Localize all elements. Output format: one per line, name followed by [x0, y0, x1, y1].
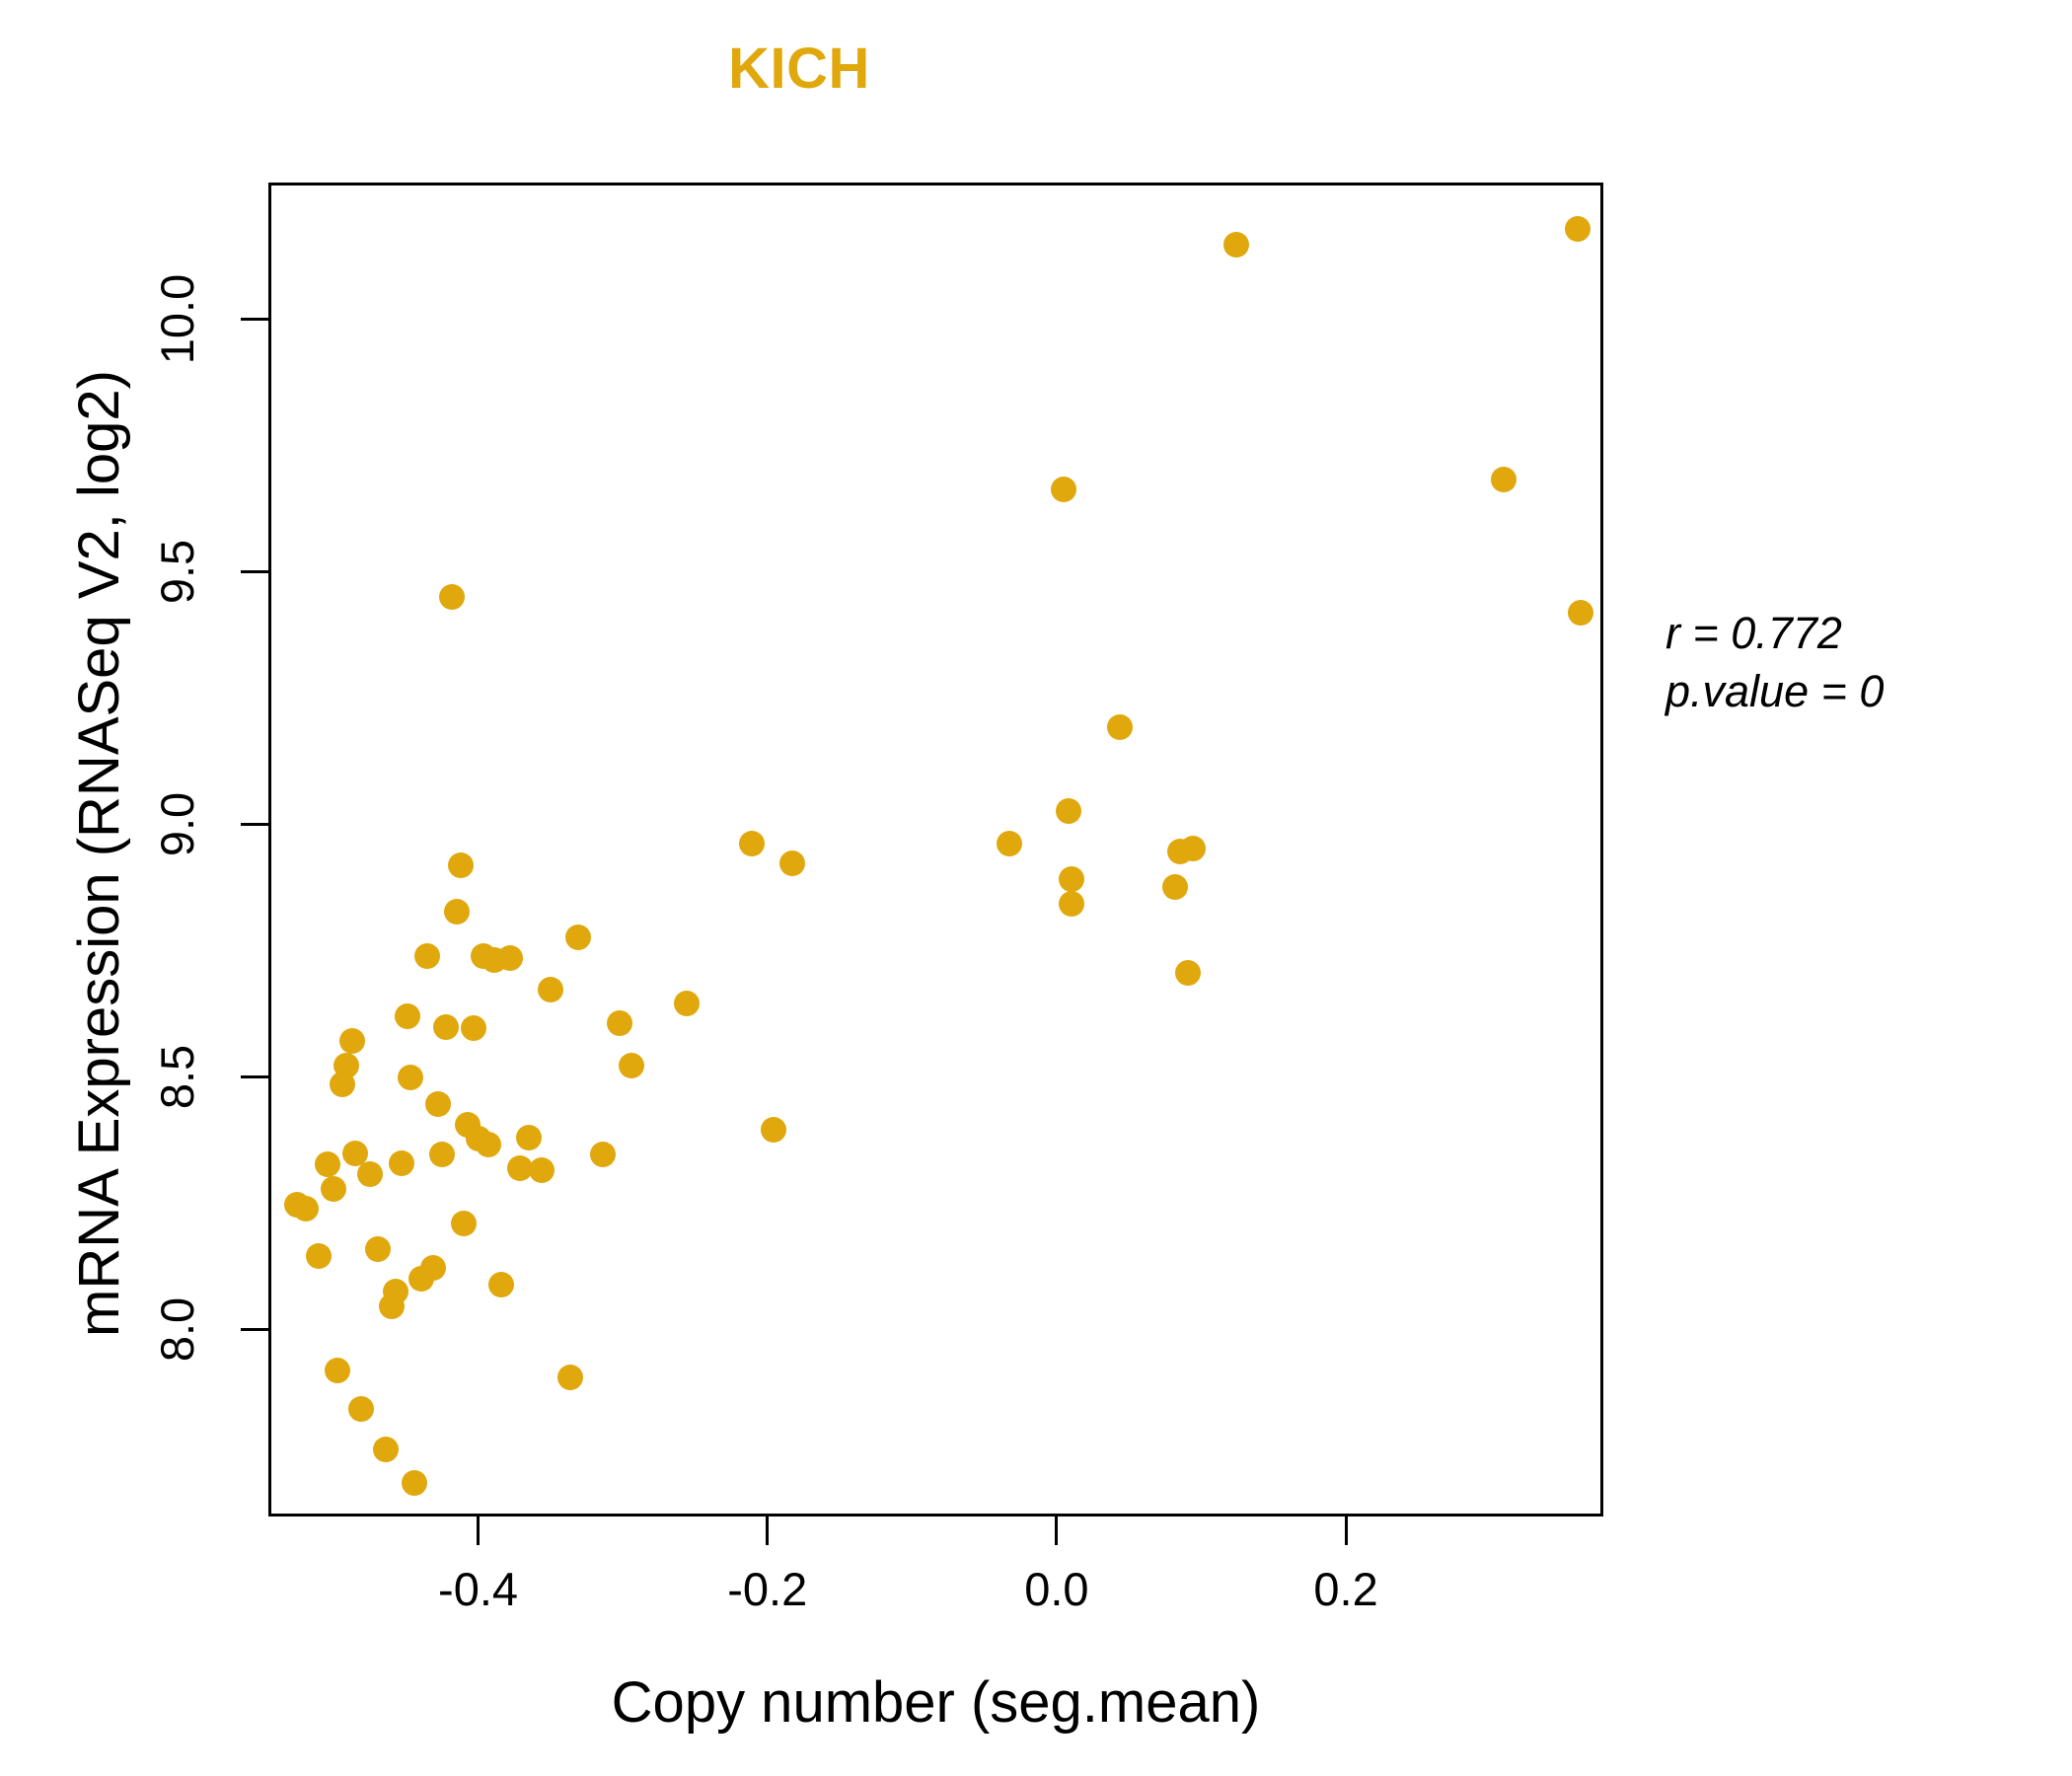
x-axis-tick-label: -0.4 [438, 1563, 519, 1615]
y-axis-tick-label-text: 8.5 [151, 1044, 204, 1110]
scatter-point [1222, 232, 1249, 259]
scatter-point [414, 942, 441, 969]
plot-area [268, 183, 1603, 1517]
scatter-points-layer [271, 185, 1600, 1514]
y-axis-title-container: mRNA Expression (RNASeq V2, log2) [64, 163, 133, 1544]
scatter-point [1058, 865, 1084, 892]
scatter-point [1058, 891, 1084, 918]
correlation-label: r = 0.772 [1665, 608, 1842, 658]
scatter-point [420, 1254, 447, 1281]
scatter-point [433, 1013, 460, 1040]
x-axis-tick-label: 0.2 [1313, 1563, 1378, 1615]
scatter-point [619, 1053, 644, 1079]
scatter-point [1567, 599, 1593, 626]
scatter-point [1107, 713, 1134, 740]
x-axis-title: Copy number (seg.mean) [611, 1670, 1261, 1735]
scatter-point [564, 925, 591, 951]
y-axis-tick-label-text: 8.0 [151, 1296, 204, 1363]
page-title: KICH [728, 37, 870, 101]
scatter-point [1490, 467, 1517, 493]
scatter-point [738, 830, 765, 856]
x-axis-tick-label: 0.0 [1024, 1563, 1089, 1615]
scatter-point [448, 851, 475, 878]
y-axis-title: mRNA Expression (RNASeq V2, log2) [66, 370, 131, 1337]
scatter-point [315, 1151, 341, 1178]
x-axis-tick-label: -0.2 [727, 1563, 808, 1615]
stats-annotation: r = 0.772 p.value = 0 [1665, 604, 1884, 721]
x-axis-tick [1055, 1517, 1059, 1545]
scatter-point [1564, 215, 1591, 242]
scatter-point [1055, 798, 1081, 824]
x-axis-tick [766, 1517, 770, 1545]
y-axis-tick [241, 822, 268, 826]
scatter-point [306, 1242, 333, 1269]
scatter-point [557, 1364, 584, 1390]
y-axis-tick [241, 1328, 268, 1331]
x-axis-tick [1344, 1517, 1348, 1545]
y-axis-tick [241, 569, 268, 573]
scatter-point [443, 899, 470, 925]
scatter-point [1162, 873, 1189, 900]
scatter-point [488, 1271, 515, 1297]
scatter-point [760, 1116, 786, 1143]
scatter-point [333, 1053, 360, 1079]
scatter-point [461, 1015, 487, 1042]
scatter-point [475, 1132, 501, 1157]
scatter-point [996, 830, 1022, 856]
scatter-point [402, 1470, 428, 1497]
scatter-point [515, 1125, 542, 1151]
scatter-point [778, 851, 805, 877]
scatter-point [397, 1064, 423, 1090]
scatter-point [356, 1161, 383, 1188]
y-axis-tick-label-text: 9.5 [151, 539, 204, 604]
scatter-point [1179, 835, 1206, 861]
scatter-point [1051, 477, 1077, 503]
scatter-point [388, 1149, 414, 1176]
scatter-point [673, 990, 700, 1016]
scatter-point [394, 1003, 420, 1030]
y-axis-tick [241, 1074, 268, 1078]
y-axis-tick-label-text: 9.0 [151, 791, 204, 857]
scatter-point [424, 1090, 451, 1117]
pvalue-label: p.value = 0 [1665, 666, 1885, 717]
scatter-point [450, 1211, 477, 1237]
scatter-point [372, 1437, 399, 1463]
scatter-point [383, 1278, 409, 1304]
scatter-point [347, 1396, 374, 1423]
scatter-point [589, 1142, 616, 1168]
scatter-point [496, 944, 523, 971]
y-axis-tick-label-text: 10.0 [151, 273, 204, 365]
scatter-point [365, 1236, 392, 1262]
scatter-point [321, 1175, 347, 1202]
y-axis-tick [241, 317, 268, 321]
x-axis-tick [477, 1517, 481, 1545]
scatter-point [293, 1195, 320, 1221]
scatter-point [1175, 959, 1202, 986]
scatter-point [607, 1010, 633, 1037]
scatter-point [339, 1027, 366, 1054]
scatter-point [537, 977, 563, 1003]
scatter-point [529, 1156, 555, 1183]
scatter-point [507, 1155, 534, 1182]
scatter-point [439, 584, 466, 611]
scatter-point [428, 1142, 455, 1168]
scatter-point [325, 1357, 351, 1383]
